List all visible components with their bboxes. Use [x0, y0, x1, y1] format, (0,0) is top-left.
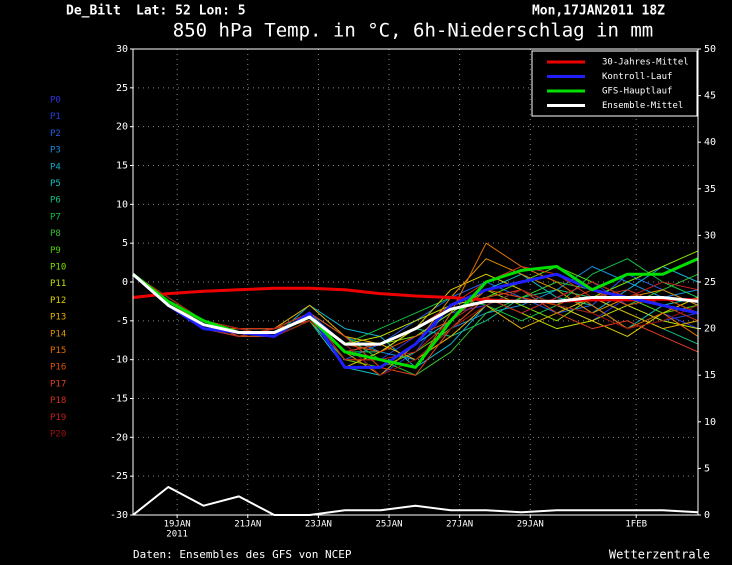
x-tick-label: 23JAN	[305, 520, 332, 530]
brand: Wetterzentrale	[609, 548, 710, 562]
y2-tick-label: 50	[704, 44, 716, 55]
legend-label: GFS-Hauptlauf	[602, 87, 672, 97]
member-legend: P10	[50, 263, 66, 273]
plot-frame	[132, 48, 699, 516]
source: Daten: Ensembles des GFS von NCEP	[133, 548, 352, 561]
x-tick-label: 1FEB	[625, 520, 647, 530]
series-line	[132, 273, 699, 376]
y-tick-label: 5	[122, 238, 128, 249]
y2-tick-label: 35	[704, 184, 716, 195]
member-legend: P4	[50, 162, 61, 172]
y-tick-label: 10	[116, 199, 128, 210]
series-line	[132, 486, 699, 516]
member-legend: P8	[50, 229, 61, 239]
series-line	[132, 273, 699, 361]
y-tick-label: 25	[116, 83, 128, 94]
y-tick-label: -5	[116, 316, 128, 327]
x-tick-label: 21JAN	[234, 520, 261, 530]
y-tick-label: 20	[116, 122, 128, 133]
x-tick-label: 25JAN	[375, 520, 402, 530]
y2-tick-label: 25	[704, 277, 716, 288]
member-legend: P3	[50, 146, 61, 156]
member-legend: P16	[50, 363, 66, 373]
coords: Lat: 52 Lon: 5	[136, 4, 246, 19]
y2-tick-label: 15	[704, 370, 716, 381]
member-legend: P9	[50, 246, 61, 256]
member-legend: P5	[50, 179, 61, 189]
y2-tick-label: 40	[704, 137, 716, 148]
legend-label: Kontroll-Lauf	[602, 72, 672, 82]
y-tick-label: -25	[110, 471, 128, 482]
y-tick-label: -10	[110, 355, 128, 366]
y2-tick-label: 5	[704, 463, 710, 474]
legend-label: Ensemble-Mittel	[602, 101, 683, 111]
member-legend: P18	[50, 396, 66, 406]
series-line	[132, 286, 699, 303]
y-tick-label: -15	[110, 394, 128, 405]
series-line	[132, 273, 699, 346]
chart-title: 850 hPa Temp. in °C, 6h-Niederschlag in …	[173, 20, 653, 42]
y-tick-label: 15	[116, 161, 128, 172]
member-legend: P6	[50, 196, 61, 206]
member-legend: P2	[50, 129, 61, 139]
y2-tick-label: 45	[704, 91, 716, 102]
y2-tick-label: 20	[704, 324, 716, 335]
y-tick-label: 30	[116, 44, 128, 55]
x-tick-label: 29JAN	[517, 520, 544, 530]
y2-tick-label: 0	[704, 510, 710, 521]
run-time: Mon,17JAN2011 18Z	[532, 4, 665, 19]
y-tick-label: 0	[122, 277, 128, 288]
member-legend: P14	[50, 329, 66, 339]
member-legend: P12	[50, 296, 66, 306]
member-legend: P15	[50, 346, 66, 356]
location: De_Bilt	[66, 4, 121, 19]
member-legend: P0	[50, 96, 61, 106]
member-legend: P7	[50, 212, 61, 222]
member-legend: P11	[50, 279, 66, 289]
y2-tick-label: 30	[704, 230, 716, 241]
x-tick-label: 19JAN	[164, 520, 191, 530]
x-tick-year: 2011	[166, 530, 188, 540]
y2-tick-label: 10	[704, 417, 716, 428]
member-legend: P20	[50, 430, 66, 440]
legend-label: 30-Jahres-Mittel	[602, 58, 689, 68]
y-tick-label: -30	[110, 510, 128, 521]
y-tick-label: -20	[110, 432, 128, 443]
member-legend: P1	[50, 112, 61, 122]
x-tick-label: 27JAN	[446, 520, 473, 530]
member-legend: P17	[50, 379, 66, 389]
member-legend: P19	[50, 413, 66, 423]
member-legend: P13	[50, 313, 66, 323]
